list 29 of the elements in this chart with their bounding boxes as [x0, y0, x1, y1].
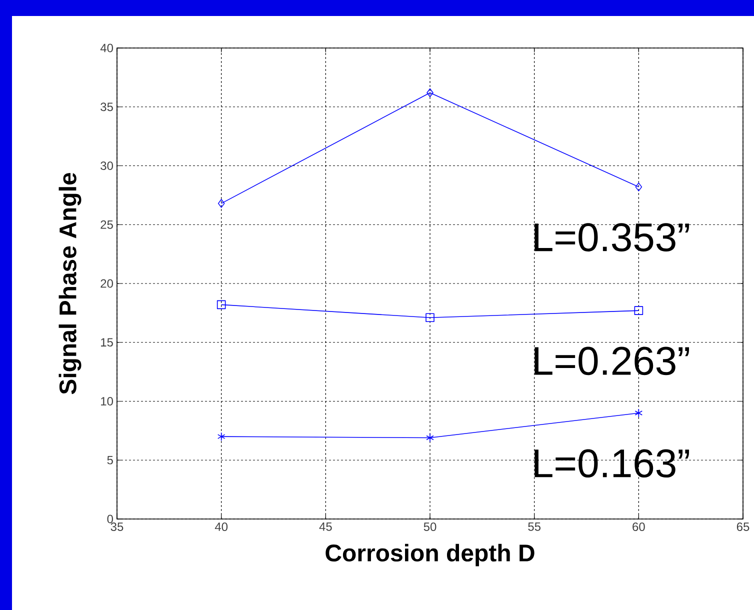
- point: [426, 313, 434, 322]
- point: [426, 88, 434, 98]
- series-label: L=0.353”: [534, 223, 689, 252]
- y-tick-label: 20: [100, 279, 114, 288]
- point: [634, 408, 643, 418]
- y-tick-label: 35: [100, 102, 113, 112]
- series-label: L=0.163”: [534, 449, 689, 478]
- y-tick-label: 5: [107, 456, 113, 464]
- x-tick-label: 55: [528, 522, 540, 531]
- y-tick-label: 40: [100, 44, 114, 52]
- x-tick-label: 40: [214, 522, 228, 532]
- x-axis-title: Corrosion depth D: [326, 544, 534, 566]
- point: [216, 300, 226, 310]
- point: [635, 182, 642, 192]
- y-tick-label: 15: [101, 338, 113, 347]
- point: [218, 199, 225, 208]
- y-axis-title: Signal Phase Angle: [58, 172, 82, 394]
- y-tick-label: 30: [100, 162, 114, 170]
- point: [426, 433, 434, 442]
- x-tick-label: 60: [632, 522, 645, 532]
- x-tick-label: 65: [736, 522, 750, 532]
- y-tick-label: 0: [107, 514, 114, 524]
- x-tick-label: 45: [319, 522, 332, 531]
- series-label: L=0.263”: [534, 346, 689, 376]
- y-tick-label: 25: [100, 220, 113, 229]
- y-tick-label: 10: [101, 397, 114, 406]
- point: [634, 306, 644, 315]
- point: [217, 432, 226, 441]
- x-tick-label: 50: [424, 522, 436, 532]
